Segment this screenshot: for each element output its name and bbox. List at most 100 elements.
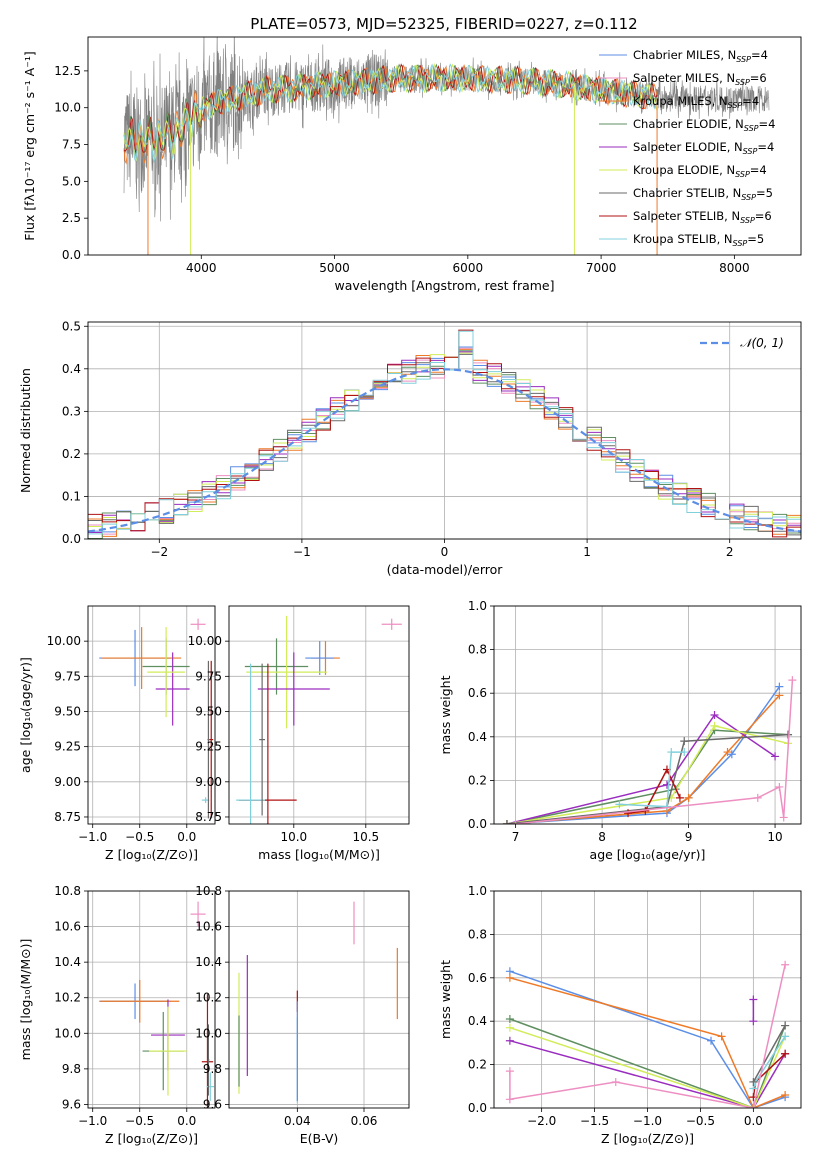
legend-label: Salpeter ELODIE, N bbox=[633, 140, 743, 154]
legend-suffix: =4 bbox=[751, 48, 768, 62]
y-tick-label: 0.0 bbox=[62, 248, 81, 262]
weight-marker bbox=[775, 782, 784, 791]
weight-marker bbox=[505, 973, 514, 982]
y-tick-label: 0.4 bbox=[62, 362, 81, 376]
plot-area bbox=[238, 901, 398, 1103]
y-tick-label: 0.5 bbox=[62, 319, 81, 333]
weight-marker bbox=[511, 820, 520, 824]
weight-marker bbox=[771, 752, 780, 761]
y-tick-label: 0.0 bbox=[62, 532, 81, 546]
y-tick-label: 10.0 bbox=[54, 1026, 81, 1040]
spectrum-model-salpeter_stelib bbox=[123, 63, 658, 154]
weight-marker bbox=[749, 1077, 758, 1086]
y-tick-label: 1.0 bbox=[468, 884, 487, 898]
legend-entry: Salpeter ELODIE, NSSP=4 bbox=[633, 140, 774, 156]
plot-area bbox=[505, 960, 790, 1108]
legend-sub: SSP bbox=[743, 147, 758, 156]
y-tick-label: 0.6 bbox=[468, 971, 487, 985]
x-axis-label: Z [log₁₀(Z/Z⊙)] bbox=[105, 847, 198, 862]
axes-frame bbox=[493, 890, 802, 1109]
errorbar-point bbox=[190, 618, 206, 630]
x-tick-label: −2 bbox=[150, 545, 168, 559]
y-tick-label: 9.25 bbox=[195, 740, 222, 754]
weight-line-kroupa_miles bbox=[509, 977, 786, 1108]
legend-entry: Kroupa STELIB, NSSP=5 bbox=[633, 232, 764, 248]
errorbar-point bbox=[102, 627, 182, 689]
weight-marker bbox=[505, 1067, 514, 1076]
weight-marker bbox=[710, 721, 719, 730]
weight-marker bbox=[753, 793, 762, 802]
errorbar-point bbox=[207, 660, 210, 819]
errorbar-point bbox=[206, 1072, 215, 1101]
weight-line-chabrier_stelib bbox=[506, 733, 789, 824]
legend-sub: SSP bbox=[744, 124, 759, 133]
axes-frame bbox=[87, 890, 216, 1109]
histogram-chabrier_stelib bbox=[88, 353, 801, 536]
weight-marker bbox=[611, 1077, 620, 1086]
y-tick-label: 9.75 bbox=[54, 669, 81, 683]
weight-marker bbox=[723, 748, 732, 757]
plot-area bbox=[502, 676, 797, 824]
weight-marker bbox=[717, 1032, 726, 1041]
x-tick-label: 0.0 bbox=[177, 1114, 196, 1128]
errorbar-point bbox=[246, 615, 327, 729]
legend-suffix: =6 bbox=[755, 209, 772, 223]
x-tick-label: −0.5 bbox=[686, 1114, 715, 1128]
plot-area bbox=[99, 618, 214, 819]
x-axis-label: wavelength [Angstrom, rest frame] bbox=[334, 278, 554, 293]
weight-marker bbox=[662, 802, 671, 811]
x-tick-label: 0.0 bbox=[177, 830, 196, 844]
x-tick-label: 6000 bbox=[453, 261, 484, 275]
x-tick-label: 0.0 bbox=[744, 1114, 763, 1128]
plot-area bbox=[123, 37, 770, 255]
y-tick-label: 10.8 bbox=[54, 884, 81, 898]
weight-marker bbox=[781, 1032, 790, 1041]
x-tick-label: 8 bbox=[598, 830, 606, 844]
legend-suffix: =4 bbox=[759, 117, 776, 131]
y-tick-label: 0.0 bbox=[468, 1101, 487, 1115]
y-tick-label: 9.75 bbox=[195, 669, 222, 683]
weight-line-salpeter_stelib bbox=[627, 767, 681, 814]
y-tick-label: 10.2 bbox=[195, 991, 222, 1005]
errorbar-point bbox=[207, 1024, 210, 1096]
y-tick-label: 5.0 bbox=[62, 174, 81, 188]
weight-marker bbox=[684, 793, 693, 802]
y-tick-label: 10.8 bbox=[195, 884, 222, 898]
panel-spectrum: 4000 5000 6000 7000 8000 0.0 2.5 5.0 7.5 10.0 12.5… bbox=[22, 36, 802, 293]
x-tick-label: 0 bbox=[441, 545, 449, 559]
legend-label: Chabrier ELODIE, N bbox=[633, 117, 744, 131]
weight-marker bbox=[505, 1023, 514, 1032]
legend-entry: Chabrier MILES, NSSP=4 bbox=[633, 48, 768, 64]
axes-frame bbox=[87, 36, 802, 256]
errorbar-point bbox=[190, 901, 206, 927]
y-tick-label: 0.6 bbox=[468, 686, 487, 700]
errorbar-point bbox=[147, 627, 185, 718]
weight-marker bbox=[781, 1090, 790, 1099]
y-tick-label: 10.00 bbox=[47, 634, 81, 648]
x-tick-label: −1.0 bbox=[633, 1114, 662, 1128]
x-tick-label: −1.0 bbox=[78, 830, 107, 844]
spectrum-model-kroupa_stelib bbox=[123, 63, 658, 163]
x-tick-label: 7 bbox=[512, 830, 520, 844]
y-tick-label: 9.50 bbox=[195, 704, 222, 718]
spectrum-model-kroupa_elodie bbox=[123, 62, 658, 162]
errorbar-point bbox=[209, 660, 214, 819]
y-tick-label: 10.0 bbox=[54, 101, 81, 115]
weight-marker bbox=[779, 813, 788, 822]
legend-suffix: =4 bbox=[742, 94, 759, 108]
x-tick-label: 10.0 bbox=[280, 830, 307, 844]
legend-entry: Chabrier STELIB, NSSP=5 bbox=[633, 186, 773, 202]
weight-line-kroupa_elodie bbox=[506, 725, 789, 824]
y-tick-label: 10.00 bbox=[188, 634, 222, 648]
y-tick-label: 9.50 bbox=[54, 704, 81, 718]
y-tick-label: 10.6 bbox=[54, 920, 81, 934]
gaussian-curve bbox=[88, 368, 801, 533]
y-tick-label: 0.2 bbox=[468, 1058, 487, 1072]
legend-suffix: =4 bbox=[757, 140, 774, 154]
errorbar-point bbox=[201, 994, 214, 1108]
legend-entry: Kroupa MILES, NSSP=4 bbox=[633, 94, 759, 110]
y-tick-label: 0.4 bbox=[468, 1014, 487, 1028]
histogram-kroupa_elodie bbox=[88, 352, 801, 530]
y-tick-label: 2.5 bbox=[62, 211, 81, 225]
